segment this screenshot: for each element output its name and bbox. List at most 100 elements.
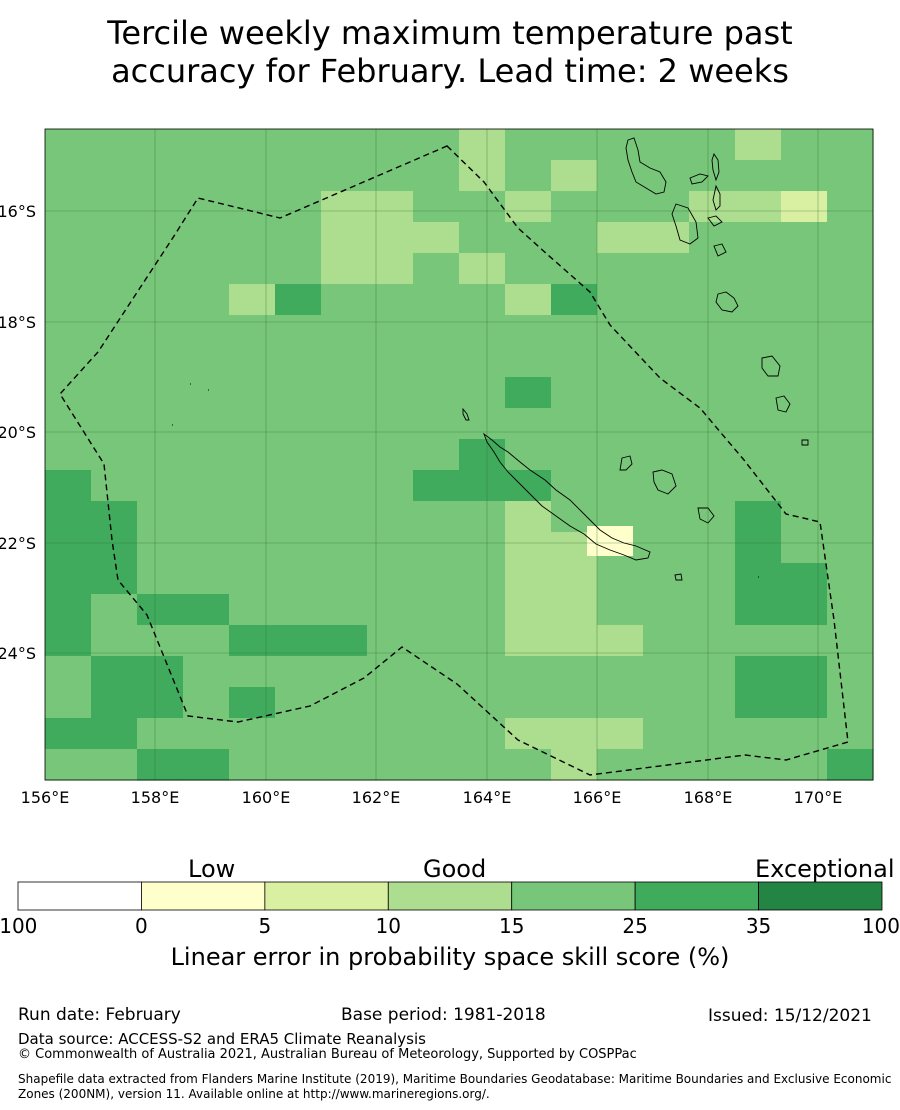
grid-cell bbox=[643, 222, 690, 254]
grid-cell bbox=[597, 377, 644, 409]
grid-cell bbox=[735, 656, 782, 688]
grid-cell bbox=[275, 501, 322, 533]
colorbar-tick-label: 25 bbox=[622, 914, 648, 938]
grid-cell bbox=[321, 284, 368, 316]
grid-cell bbox=[229, 346, 276, 378]
grid-cell bbox=[367, 718, 414, 750]
grid-cell bbox=[91, 594, 138, 626]
grid-cell bbox=[45, 687, 92, 719]
grid-cell bbox=[735, 594, 782, 626]
longitude-tick-label: 164°E bbox=[463, 788, 512, 807]
grid-cell bbox=[275, 749, 322, 781]
grid-cell bbox=[275, 563, 322, 595]
longitude-tick-label: 162°E bbox=[352, 788, 401, 807]
grid-cell bbox=[367, 284, 414, 316]
grid-cell bbox=[781, 563, 828, 595]
grid-cell bbox=[643, 594, 690, 626]
grid-cell bbox=[505, 656, 552, 688]
grid-cell bbox=[827, 408, 874, 440]
colorbar-swatch bbox=[387, 881, 513, 911]
grid-cell bbox=[91, 439, 138, 471]
grid-cell bbox=[551, 687, 598, 719]
colorbar-tick-label: -100 bbox=[0, 914, 38, 938]
grid-cell bbox=[321, 532, 368, 564]
grid-cell bbox=[643, 346, 690, 378]
grid-cell bbox=[229, 563, 276, 595]
grid-cell bbox=[551, 718, 598, 750]
grid-cell bbox=[275, 191, 322, 223]
grid-cell bbox=[367, 222, 414, 254]
grid-cell bbox=[781, 160, 828, 192]
grid-cell bbox=[275, 346, 322, 378]
grid-cell bbox=[137, 532, 184, 564]
grid-cell bbox=[229, 222, 276, 254]
grid-cell bbox=[827, 687, 874, 719]
colorbar-tick-label: 5 bbox=[258, 914, 272, 938]
loyalty-islands-ouvea bbox=[619, 455, 633, 471]
grid-cell bbox=[551, 408, 598, 440]
grid-cell bbox=[459, 501, 506, 533]
grid-cell bbox=[827, 253, 874, 285]
grid-cell bbox=[367, 501, 414, 533]
grid-cell bbox=[413, 284, 460, 316]
grid-cell bbox=[45, 253, 92, 285]
grid-cell bbox=[91, 129, 138, 161]
grid-cell bbox=[643, 408, 690, 440]
grid-cell bbox=[321, 501, 368, 533]
grid-cell bbox=[275, 687, 322, 719]
grid-cell bbox=[735, 470, 782, 502]
latitude-tick-label: 16°S bbox=[0, 202, 36, 221]
grid-cell bbox=[183, 687, 230, 719]
grid-cell bbox=[413, 408, 460, 440]
grid-cell bbox=[91, 191, 138, 223]
grid-cell bbox=[183, 470, 230, 502]
graticule bbox=[45, 129, 873, 780]
grid-cell bbox=[183, 253, 230, 285]
grid-cell bbox=[413, 532, 460, 564]
grid-cell bbox=[459, 470, 506, 502]
grid-cell bbox=[781, 625, 828, 657]
grid-cell bbox=[689, 563, 736, 595]
map-frame bbox=[44, 128, 874, 781]
grid-cell bbox=[183, 222, 230, 254]
grid-cell bbox=[827, 222, 874, 254]
grid-cell bbox=[827, 594, 874, 626]
grid-cell bbox=[459, 439, 506, 471]
grid-cell bbox=[183, 501, 230, 533]
grid-cell bbox=[827, 284, 874, 316]
grid-cell bbox=[367, 532, 414, 564]
grid-cell bbox=[643, 377, 690, 409]
grid-cell bbox=[781, 687, 828, 719]
grid-cell bbox=[45, 439, 92, 471]
grid-cell bbox=[229, 408, 276, 440]
grid-cell bbox=[45, 594, 92, 626]
grid-cell bbox=[229, 191, 276, 223]
grid-cell bbox=[275, 222, 322, 254]
shapefile-credit: Shapefile data extracted from Flanders M… bbox=[18, 1072, 900, 1102]
vanuatu-espiritu-santo bbox=[625, 137, 667, 195]
grid-cell bbox=[137, 439, 184, 471]
grid-cell bbox=[735, 501, 782, 533]
grid-cell bbox=[505, 284, 552, 316]
colorbar bbox=[17, 881, 883, 911]
grid-cell bbox=[643, 470, 690, 502]
grid-cell bbox=[91, 687, 138, 719]
grid-cell bbox=[413, 718, 460, 750]
grid-cell bbox=[735, 284, 782, 316]
grid-cell bbox=[689, 470, 736, 502]
grid-cell bbox=[413, 625, 460, 657]
grid-cell bbox=[413, 749, 460, 781]
vanuatu-erromango bbox=[761, 355, 781, 377]
grid-cell bbox=[183, 284, 230, 316]
grid-cell bbox=[45, 625, 92, 657]
grid-cell bbox=[505, 532, 552, 564]
grid-cell bbox=[321, 408, 368, 440]
grid-cell bbox=[413, 191, 460, 223]
grid-cell bbox=[137, 501, 184, 533]
grid-cell bbox=[827, 439, 874, 471]
grid-cell bbox=[91, 160, 138, 192]
grid-cell bbox=[781, 253, 828, 285]
grid-cell bbox=[551, 346, 598, 378]
grid-cell bbox=[735, 377, 782, 409]
grid-cell bbox=[459, 377, 506, 409]
